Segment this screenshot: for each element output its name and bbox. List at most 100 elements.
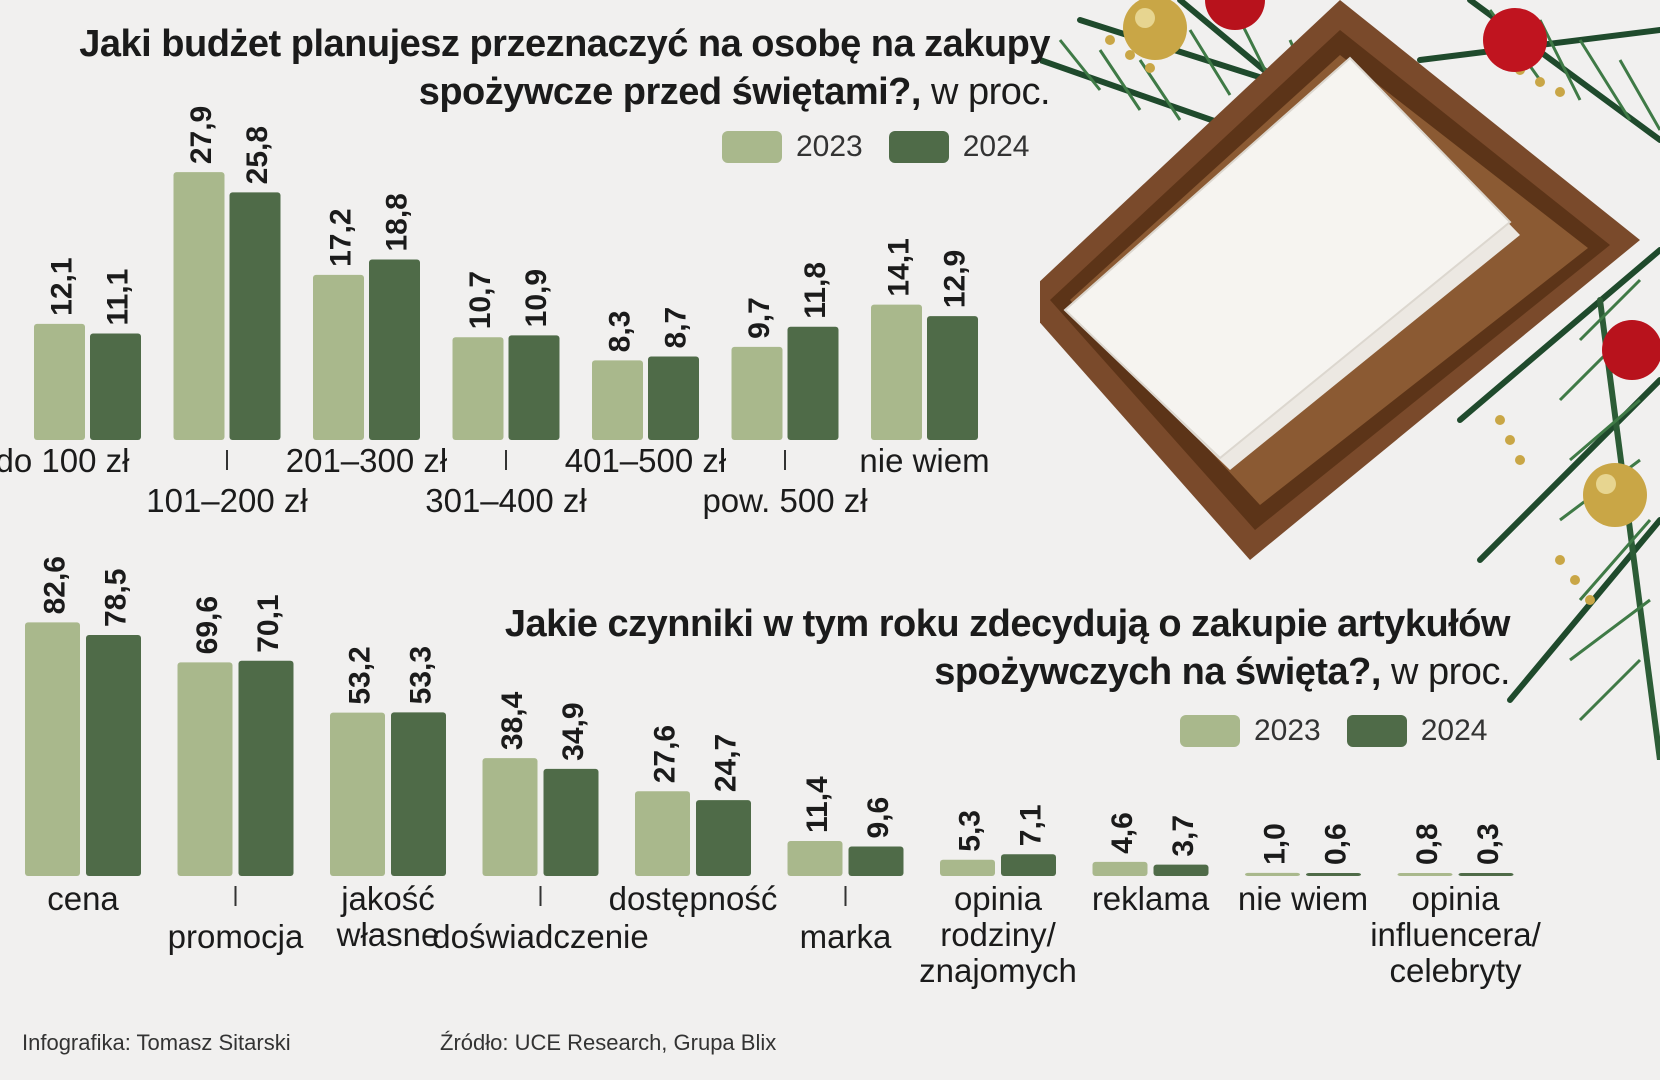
category-label: 401–500 zł	[565, 442, 727, 479]
category-label: doświadczenie	[432, 918, 648, 955]
bar-2023	[731, 346, 783, 440]
bar-2023	[1092, 861, 1148, 876]
value-label: 11,8	[799, 262, 832, 319]
category-label: marka	[800, 918, 892, 955]
bar-2023	[1397, 873, 1453, 876]
legend-swatch-2023	[722, 131, 782, 163]
category-label: 301–400 zł	[425, 482, 587, 519]
legend-swatch-2023	[1180, 715, 1240, 747]
bar-2024	[1153, 864, 1209, 876]
bar-2024	[648, 356, 699, 440]
bar-2023	[787, 841, 843, 876]
category-label: reklama	[1092, 880, 1210, 917]
legend-label-2023: 2023	[796, 130, 863, 163]
bar-2023	[1245, 872, 1300, 876]
value-label: 70,1	[252, 594, 285, 652]
chart2-legend: 2023 2024	[1180, 714, 1514, 748]
bar-2023	[871, 304, 922, 440]
value-label: 78,5	[100, 569, 133, 627]
value-label: 1,0	[1259, 823, 1292, 865]
value-label: 8,3	[604, 311, 637, 353]
bar-2024	[1458, 873, 1514, 876]
value-label: 7,1	[1015, 804, 1048, 846]
chart2-title-line1: Jakie czynniki w tym roku zdecydują o za…	[504, 603, 1511, 645]
value-label: 3,7	[1167, 815, 1200, 857]
red-bauble-icon	[1205, 0, 1660, 380]
footer-credit: Infografika: Tomasz Sitarski	[22, 1030, 291, 1055]
value-label: 12,1	[46, 257, 79, 315]
value-label: 18,8	[381, 193, 414, 251]
chart1-title-unit: w proc.	[931, 71, 1050, 113]
value-label: 10,9	[520, 269, 553, 327]
bar-2024	[1001, 854, 1056, 876]
value-label: 5,3	[954, 810, 987, 852]
legend-label-2023: 2023	[1254, 714, 1321, 747]
value-label: 4,6	[1106, 812, 1139, 854]
bar-2024	[391, 712, 446, 876]
chart1-title-line1: Jaki budżet planujesz przeznaczyć na oso…	[79, 23, 1050, 65]
bar-2024	[238, 660, 294, 876]
value-label: 8,7	[660, 307, 693, 349]
bar-2023	[452, 337, 504, 440]
category-label: własne	[336, 916, 440, 953]
bar-2023	[592, 360, 643, 440]
bar-2023	[940, 859, 995, 876]
category-label: 201–300 zł	[286, 442, 448, 479]
category-label: celebryty	[1389, 952, 1522, 989]
legend-swatch-2024	[1346, 715, 1407, 747]
value-label: 24,7	[710, 734, 743, 792]
wafer-sheets	[1063, 56, 1520, 470]
bar-2023	[34, 323, 85, 440]
value-label: 27,9	[185, 106, 218, 164]
category-label: do 100 zł	[0, 442, 130, 479]
legend-swatch-2024	[888, 131, 949, 163]
bar-2024	[787, 326, 839, 440]
category-label: nie wiem	[1238, 880, 1368, 917]
bar-2024	[229, 192, 281, 440]
value-label: 53,3	[405, 646, 438, 704]
category-label: opinia	[1411, 880, 1500, 917]
footer-source: Źródło: UCE Research, Grupa Blix	[440, 1030, 777, 1055]
bar-2024	[369, 259, 420, 440]
bar-2024	[90, 333, 141, 440]
value-label: 11,1	[102, 269, 135, 326]
chart2-title: Jakie czynniki w tym roku zdecydują o za…	[320, 600, 1511, 696]
bar-2024	[86, 635, 141, 876]
value-label: 14,1	[883, 238, 916, 296]
bar-2023	[482, 758, 538, 876]
category-label: promocja	[168, 918, 304, 955]
value-label: 69,6	[191, 596, 224, 654]
bar-2023	[173, 172, 225, 440]
value-label: 10,7	[464, 271, 497, 329]
chart2-title-line2: spożywczych na święta?,	[934, 651, 1381, 693]
bar-2024	[543, 768, 599, 876]
chart1-legend: 2023 2024	[722, 130, 1056, 164]
value-label: 0,3	[1472, 823, 1505, 865]
bar-2024	[508, 335, 560, 440]
value-label: 0,8	[1411, 823, 1444, 865]
value-label: 11,4	[801, 776, 834, 833]
value-label: 34,9	[557, 702, 590, 760]
value-label: 9,6	[862, 797, 895, 839]
bar-2023	[635, 791, 690, 876]
category-label: cena	[47, 880, 119, 917]
chart1-title-line2: spożywcze przed świętami?,	[418, 71, 922, 113]
bar-2024	[1306, 873, 1361, 876]
value-label: 82,6	[39, 556, 72, 614]
category-label: znajomych	[919, 952, 1077, 989]
category-label: nie wiem	[859, 442, 989, 479]
bar-2024	[696, 800, 751, 876]
chart1-title: Jaki budżet planujesz przeznaczyć na oso…	[10, 20, 1050, 116]
legend-label-2024: 2024	[962, 130, 1030, 163]
christmas-wafer-photo	[1040, 0, 1660, 760]
category-label: opinia	[954, 880, 1043, 917]
chart2-title-unit: w proc.	[1391, 651, 1510, 693]
value-label: 25,8	[241, 126, 274, 184]
value-label: 12,9	[939, 250, 972, 308]
category-label: jakość	[340, 880, 435, 917]
value-label: 0,6	[1320, 823, 1353, 865]
value-label: 38,4	[496, 691, 529, 750]
value-label: 9,7	[743, 297, 776, 339]
gold-bead-garland	[1105, 35, 1595, 605]
bar-2023	[330, 712, 385, 876]
